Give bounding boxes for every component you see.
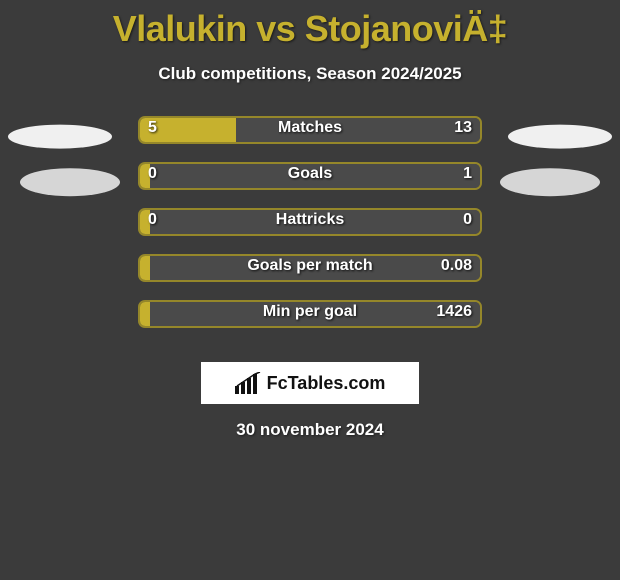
stat-label: Goals (288, 165, 332, 183)
player-left-badge (8, 125, 112, 149)
player-right-badge (508, 125, 612, 149)
stat-value-right: 0 (463, 211, 472, 229)
player-left-badge (20, 168, 120, 196)
stat-value-right: 1 (463, 165, 472, 183)
stat-value-left: 5 (148, 119, 157, 137)
date-label: 30 november 2024 (0, 420, 620, 440)
brand-text: FcTables.com (267, 373, 386, 394)
stat-value-right: 13 (454, 119, 472, 137)
stat-row: 0.08 Goals per match (0, 254, 620, 300)
stat-label: Matches (278, 119, 342, 137)
stat-label: Min per goal (263, 303, 357, 321)
chart-bars-icon (235, 372, 261, 394)
stat-row: 1426 Min per goal (0, 300, 620, 346)
stat-value-left: 0 (148, 165, 157, 183)
stat-value-right: 0.08 (441, 257, 472, 275)
subtitle: Club competitions, Season 2024/2025 (0, 64, 620, 84)
stat-row: 5 13 Matches (0, 116, 620, 162)
stat-value-left: 0 (148, 211, 157, 229)
stat-row: 0 0 Hattricks (0, 208, 620, 254)
stat-bar-left (140, 302, 150, 326)
stats-container: 5 13 Matches 0 1 Goals 0 0 Hattricks 0.08 Goals pe… (0, 116, 620, 346)
player-right-badge (500, 168, 600, 196)
page-title: Vlalukin vs StojanoviÄ‡ (0, 0, 620, 50)
brand-badge[interactable]: FcTables.com (201, 362, 419, 404)
stat-label: Hattricks (276, 211, 344, 229)
stat-bar-right (236, 118, 482, 142)
stat-value-right: 1426 (436, 303, 472, 321)
stat-label: Goals per match (247, 257, 372, 275)
stat-row: 0 1 Goals (0, 162, 620, 208)
stat-bar-left (140, 256, 150, 280)
